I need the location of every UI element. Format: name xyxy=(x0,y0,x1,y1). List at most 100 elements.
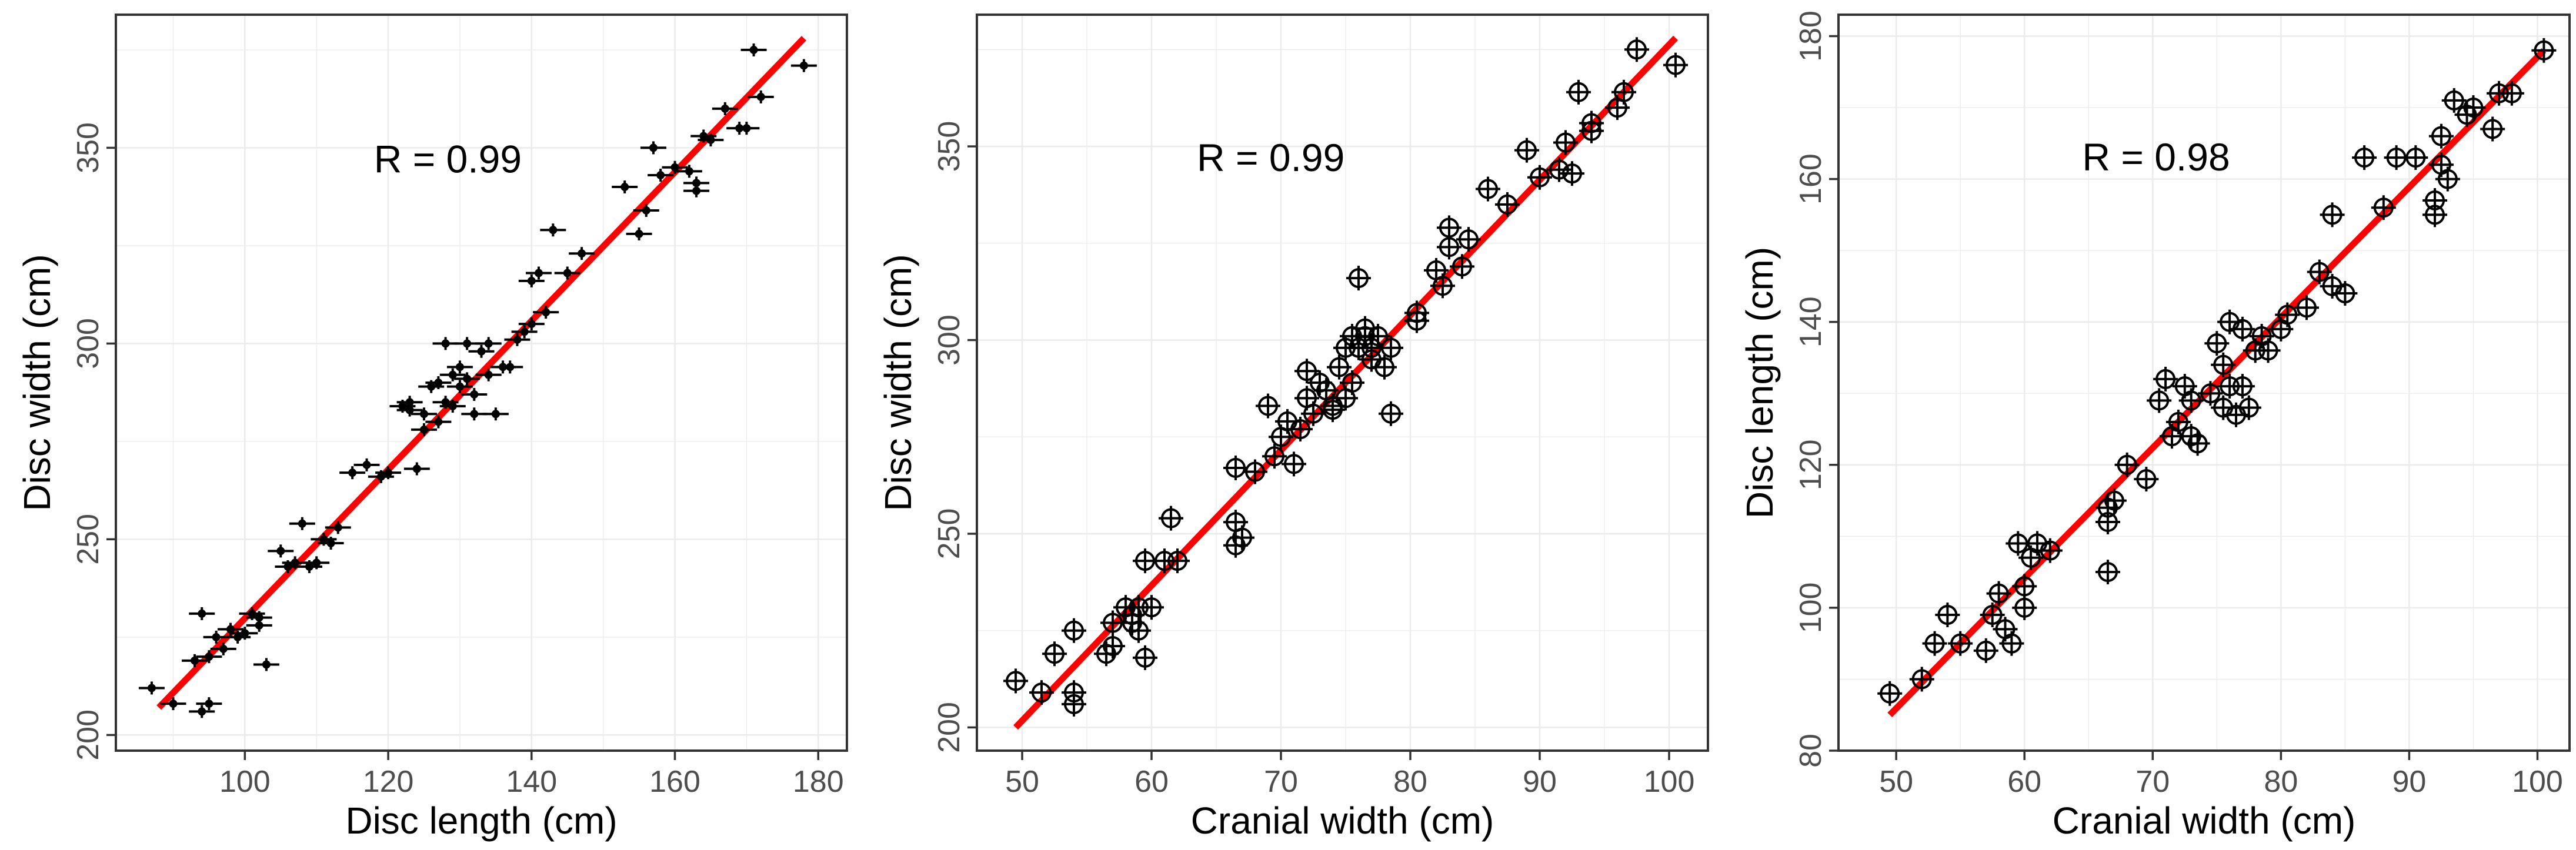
data-point xyxy=(504,333,530,346)
data-point xyxy=(1230,525,1254,550)
data-point xyxy=(325,521,351,534)
x-tick-label: 100 xyxy=(2512,765,2563,799)
x-axis-title: Disc length (cm) xyxy=(345,799,617,842)
data-point xyxy=(461,387,488,401)
data-point xyxy=(375,466,402,480)
x-tick-label: 80 xyxy=(1393,765,1427,799)
data-point xyxy=(1262,444,1287,469)
data-points xyxy=(138,43,817,718)
data-point xyxy=(1935,603,1960,628)
data-point xyxy=(454,372,481,386)
x-tick-label: 140 xyxy=(506,765,557,799)
data-point xyxy=(396,403,423,417)
data-point xyxy=(2153,366,2178,391)
data-point xyxy=(2352,145,2377,170)
data-point xyxy=(633,203,659,217)
data-point xyxy=(138,681,165,695)
y-tick-label: 250 xyxy=(71,514,105,565)
data-point xyxy=(662,160,688,174)
data-point xyxy=(540,223,566,237)
data-point xyxy=(1624,37,1649,62)
data-point xyxy=(676,165,702,178)
x-tick-label: 70 xyxy=(2135,765,2170,799)
data-point xyxy=(1566,79,1591,105)
data-point xyxy=(217,623,243,636)
data-point xyxy=(554,266,580,280)
data-point xyxy=(2165,409,2191,434)
data-point xyxy=(533,306,559,319)
y-tick-label: 120 xyxy=(1794,439,1828,490)
axis-ticks: 100 120 140 160 180 200 250 300 350 xyxy=(71,122,844,799)
data-point xyxy=(2095,560,2120,585)
data-point xyxy=(182,654,208,667)
data-point xyxy=(2101,488,2127,513)
data-point xyxy=(525,266,552,280)
data-point xyxy=(2012,574,2037,599)
data-point xyxy=(2499,81,2524,106)
data-point xyxy=(712,102,738,115)
data-point xyxy=(2294,295,2319,320)
data-point xyxy=(1973,638,1998,663)
y-tick-label: 80 xyxy=(1794,734,1828,768)
x-axis-title: Cranial width (cm) xyxy=(1191,799,1494,842)
data-point xyxy=(1909,667,1934,692)
data-point xyxy=(303,556,330,570)
data-point xyxy=(2147,388,2172,413)
x-tick-label: 160 xyxy=(649,765,700,799)
x-tick-label: 60 xyxy=(2007,765,2041,799)
data-point xyxy=(232,627,258,640)
scatter-disc-width-vs-cranial-width: 50 60 70 80 90 100 200 250 300 350 R = 0.99 Crani… xyxy=(877,14,1709,842)
data-point xyxy=(2134,467,2159,492)
data-point xyxy=(189,705,215,718)
x-tick-label: 70 xyxy=(1264,765,1298,799)
data-point xyxy=(411,423,438,436)
y-tick-label: 350 xyxy=(932,121,966,172)
regression-line xyxy=(156,36,806,710)
data-point xyxy=(1288,417,1313,442)
data-point xyxy=(1986,581,2011,606)
data-point xyxy=(1404,300,1429,326)
data-point xyxy=(1922,631,1947,656)
y-tick-label: 140 xyxy=(1794,296,1828,347)
y-tick-label: 160 xyxy=(1794,153,1828,205)
x-tick-label: 90 xyxy=(1523,765,1557,799)
data-point xyxy=(1372,354,1397,380)
data-point xyxy=(1320,397,1345,423)
data-point xyxy=(2422,188,2448,213)
data-point xyxy=(403,462,430,476)
data-point xyxy=(439,368,466,382)
data-point xyxy=(1430,273,1455,299)
data-point xyxy=(246,618,272,632)
data-point xyxy=(1340,370,1364,395)
data-point xyxy=(1948,631,1973,656)
data-point xyxy=(2428,123,2454,149)
data-point xyxy=(497,360,523,374)
data-point xyxy=(1437,215,1461,240)
data-point xyxy=(425,415,452,429)
data-point xyxy=(1062,618,1086,643)
data-point xyxy=(1379,335,1403,360)
data-point xyxy=(2236,395,2261,420)
data-point xyxy=(1294,359,1319,384)
data-point xyxy=(353,458,380,471)
data-point xyxy=(1379,401,1403,426)
data-point xyxy=(2198,381,2223,406)
data-point xyxy=(2480,116,2505,142)
x-tick-label: 120 xyxy=(363,765,414,799)
data-point xyxy=(1560,161,1584,186)
data-point xyxy=(439,399,466,413)
data-point xyxy=(612,180,638,194)
data-point xyxy=(1527,165,1552,190)
data-point xyxy=(2320,202,2345,227)
data-point xyxy=(425,376,452,389)
data-point xyxy=(196,650,222,664)
data-point xyxy=(1611,79,1636,105)
x-tick-label: 100 xyxy=(219,765,271,799)
data-point xyxy=(289,517,315,530)
data-point xyxy=(2185,431,2210,456)
data-point xyxy=(683,176,710,190)
data-point xyxy=(1877,681,1903,706)
data-point xyxy=(239,607,265,620)
data-point xyxy=(1980,603,2005,628)
